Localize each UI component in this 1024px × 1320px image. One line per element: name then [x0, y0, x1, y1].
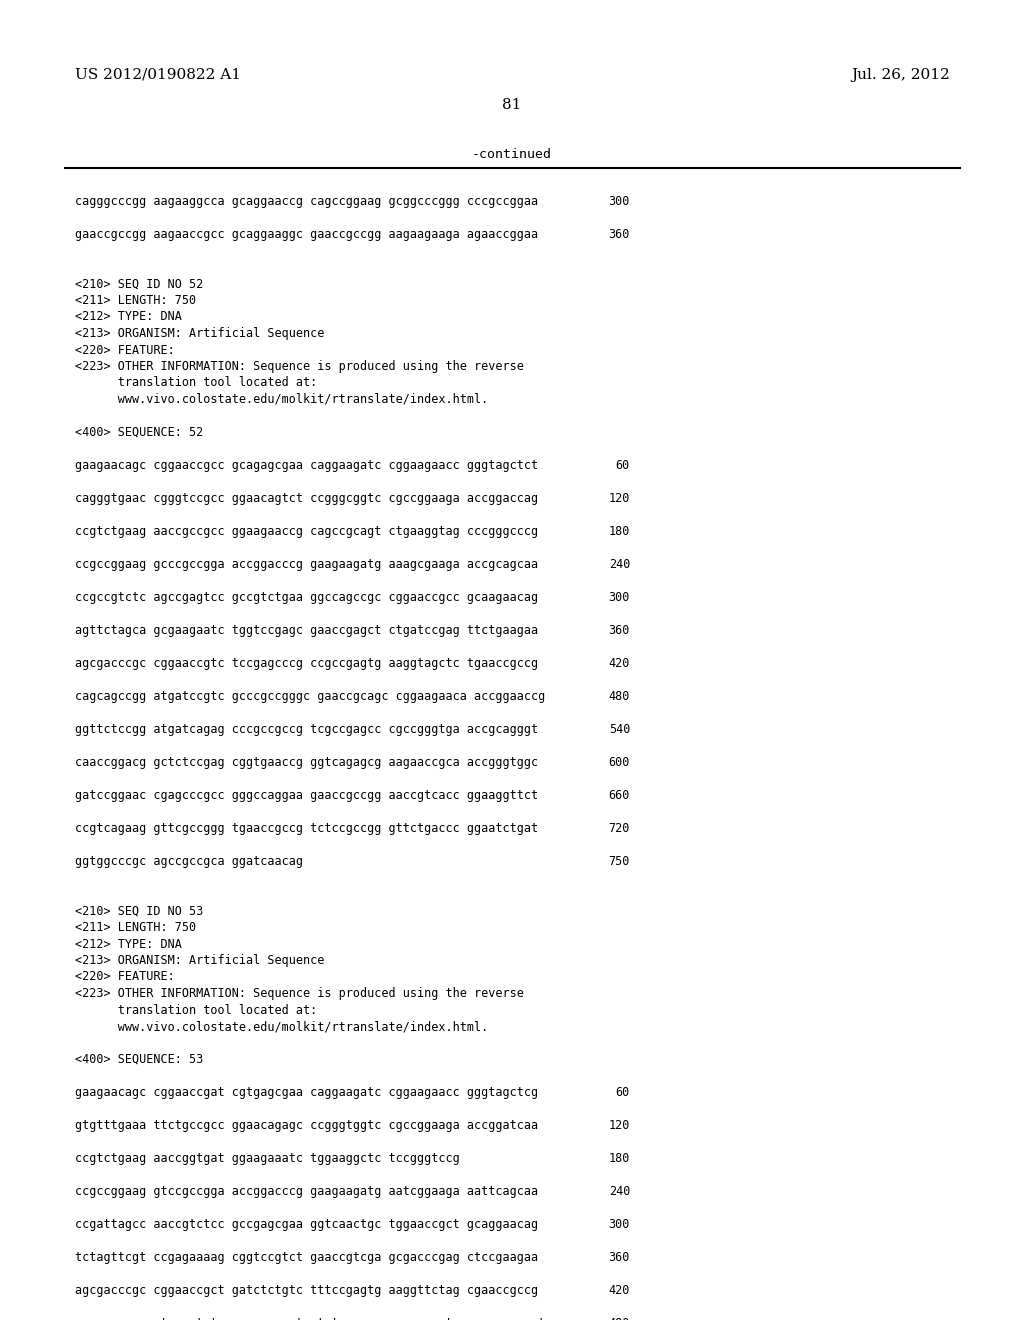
Text: <213> ORGANISM: Artificial Sequence: <213> ORGANISM: Artificial Sequence [75, 327, 325, 341]
Text: 180: 180 [608, 525, 630, 539]
Text: 120: 120 [608, 492, 630, 506]
Text: 180: 180 [608, 1152, 630, 1166]
Text: 60: 60 [615, 459, 630, 473]
Text: <223> OTHER INFORMATION: Sequence is produced using the reverse: <223> OTHER INFORMATION: Sequence is pro… [75, 360, 524, 374]
Text: 300: 300 [608, 1218, 630, 1232]
Text: translation tool located at:: translation tool located at: [75, 376, 317, 389]
Text: ccgccggaag gcccgccgga accggacccg gaagaagatg aaagcgaaga accgcagcaa: ccgccggaag gcccgccgga accggacccg gaagaag… [75, 558, 539, 572]
Text: caaccggacg gctctccgag cggtgaaccg ggtcagagcg aagaaccgca accgggtggc: caaccggacg gctctccgag cggtgaaccg ggtcaga… [75, 756, 539, 770]
Text: 750: 750 [608, 855, 630, 869]
Text: ggtggcccgc agccgccgca ggatcaacag: ggtggcccgc agccgccgca ggatcaacag [75, 855, 303, 869]
Text: www.vivo.colostate.edu/molkit/rtranslate/index.html.: www.vivo.colostate.edu/molkit/rtranslate… [75, 393, 488, 407]
Text: caacagccgg atgacctgtc gcccgccgctg tctccgagcc cgccgggtga accgcagggt: caacagccgg atgacctgtc gcccgccgctg tctccg… [75, 1317, 545, 1320]
Text: 240: 240 [608, 1185, 630, 1199]
Text: agcgacccgc cggaaccgct gatctctgtc tttccgagtg aaggttctag cgaaccgccg: agcgacccgc cggaaccgct gatctctgtc tttccga… [75, 1284, 539, 1298]
Text: <210> SEQ ID NO 52: <210> SEQ ID NO 52 [75, 277, 203, 290]
Text: 600: 600 [608, 756, 630, 770]
Text: 540: 540 [608, 723, 630, 737]
Text: 360: 360 [608, 228, 630, 242]
Text: ccgattagcc aaccgtctcc gccgagcgaa ggtcaactgc tggaaccgct gcaggaacag: ccgattagcc aaccgtctcc gccgagcgaa ggtcaac… [75, 1218, 539, 1232]
Text: 240: 240 [608, 558, 630, 572]
Text: gaaccgccgg aagaaccgcc gcaggaaggc gaaccgccgg aagaagaaga agaaccggaa: gaaccgccgg aagaaccgcc gcaggaaggc gaaccgc… [75, 228, 539, 242]
Text: <400> SEQUENCE: 52: <400> SEQUENCE: 52 [75, 426, 203, 440]
Text: ccgccggaag gtccgccgga accggacccg gaagaagatg aatcggaaga aattcagcaa: ccgccggaag gtccgccgga accggacccg gaagaag… [75, 1185, 539, 1199]
Text: -continued: -continued [472, 149, 552, 161]
Text: 360: 360 [608, 624, 630, 638]
Text: 420: 420 [608, 657, 630, 671]
Text: 660: 660 [608, 789, 630, 803]
Text: gtgtttgaaa ttctgccgcc ggaacagagc ccgggtggtc cgccggaaga accggatcaa: gtgtttgaaa ttctgccgcc ggaacagagc ccgggtg… [75, 1119, 539, 1133]
Text: 300: 300 [608, 591, 630, 605]
Text: <220> FEATURE:: <220> FEATURE: [75, 970, 175, 983]
Text: <212> TYPE: DNA: <212> TYPE: DNA [75, 937, 182, 950]
Text: cagggcccgg aagaaggcca gcaggaaccg cagccggaag gcggcccggg cccgccggaa: cagggcccgg aagaaggcca gcaggaaccg cagccgg… [75, 195, 539, 209]
Text: <213> ORGANISM: Artificial Sequence: <213> ORGANISM: Artificial Sequence [75, 954, 325, 968]
Text: ccgccgtctc agccgagtcc gccgtctgaa ggccagccgc cggaaccgcc gcaagaacag: ccgccgtctc agccgagtcc gccgtctgaa ggccagc… [75, 591, 539, 605]
Text: gatccggaac cgagcccgcc gggccaggaa gaaccgccgg aaccgtcacc ggaaggttct: gatccggaac cgagcccgcc gggccaggaa gaaccgc… [75, 789, 539, 803]
Text: 480: 480 [608, 690, 630, 704]
Text: ccgtcagaag gttcgccggg tgaaccgccg tctccgccgg gttctgaccc ggaatctgat: ccgtcagaag gttcgccggg tgaaccgccg tctccgc… [75, 822, 539, 836]
Text: 300: 300 [608, 195, 630, 209]
Text: Jul. 26, 2012: Jul. 26, 2012 [851, 69, 950, 82]
Text: 81: 81 [503, 98, 521, 112]
Text: cagggtgaac cgggtccgcc ggaacagtct ccgggcggtc cgccggaaga accggaccag: cagggtgaac cgggtccgcc ggaacagtct ccgggcg… [75, 492, 539, 506]
Text: 480: 480 [608, 1317, 630, 1320]
Text: US 2012/0190822 A1: US 2012/0190822 A1 [75, 69, 241, 82]
Text: <211> LENGTH: 750: <211> LENGTH: 750 [75, 294, 197, 308]
Text: <223> OTHER INFORMATION: Sequence is produced using the reverse: <223> OTHER INFORMATION: Sequence is pro… [75, 987, 524, 1001]
Text: 120: 120 [608, 1119, 630, 1133]
Text: <400> SEQUENCE: 53: <400> SEQUENCE: 53 [75, 1053, 203, 1067]
Text: ccgtctgaag aaccgccgcc ggaagaaccg cagccgcagt ctgaaggtag cccgggcccg: ccgtctgaag aaccgccgcc ggaagaaccg cagccgc… [75, 525, 539, 539]
Text: www.vivo.colostate.edu/molkit/rtranslate/index.html.: www.vivo.colostate.edu/molkit/rtranslate… [75, 1020, 488, 1034]
Text: <211> LENGTH: 750: <211> LENGTH: 750 [75, 921, 197, 935]
Text: 60: 60 [615, 1086, 630, 1100]
Text: gaagaacagc cggaaccgcc gcagagcgaa caggaagatc cggaagaacc gggtagctct: gaagaacagc cggaaccgcc gcagagcgaa caggaag… [75, 459, 539, 473]
Text: ggttctccgg atgatcagag cccgccgccg tcgccgagcc cgccgggtga accgcagggt: ggttctccgg atgatcagag cccgccgccg tcgccga… [75, 723, 539, 737]
Text: <210> SEQ ID NO 53: <210> SEQ ID NO 53 [75, 904, 203, 917]
Text: gaagaacagc cggaaccgat cgtgagcgaa caggaagatc cggaagaacc gggtagctcg: gaagaacagc cggaaccgat cgtgagcgaa caggaag… [75, 1086, 539, 1100]
Text: cagcagccgg atgatccgtc gcccgccgggc gaaccgcagc cggaagaaca accggaaccg: cagcagccgg atgatccgtc gcccgccgggc gaaccg… [75, 690, 545, 704]
Text: <212> TYPE: DNA: <212> TYPE: DNA [75, 310, 182, 323]
Text: 420: 420 [608, 1284, 630, 1298]
Text: 720: 720 [608, 822, 630, 836]
Text: <220> FEATURE:: <220> FEATURE: [75, 343, 175, 356]
Text: 360: 360 [608, 1251, 630, 1265]
Text: ccgtctgaag aaccggtgat ggaagaaatc tggaaggctc tccgggtccg: ccgtctgaag aaccggtgat ggaagaaatc tggaagg… [75, 1152, 460, 1166]
Text: agcgacccgc cggaaccgtc tccgagcccg ccgccgagtg aaggtagctc tgaaccgccg: agcgacccgc cggaaccgtc tccgagcccg ccgccga… [75, 657, 539, 671]
Text: translation tool located at:: translation tool located at: [75, 1003, 317, 1016]
Text: tctagttcgt ccgagaaaag cggtccgtct gaaccgtcga gcgacccgag ctccgaagaa: tctagttcgt ccgagaaaag cggtccgtct gaaccgt… [75, 1251, 539, 1265]
Text: agttctagca gcgaagaatc tggtccgagc gaaccgagct ctgatccgag ttctgaagaa: agttctagca gcgaagaatc tggtccgagc gaaccga… [75, 624, 539, 638]
